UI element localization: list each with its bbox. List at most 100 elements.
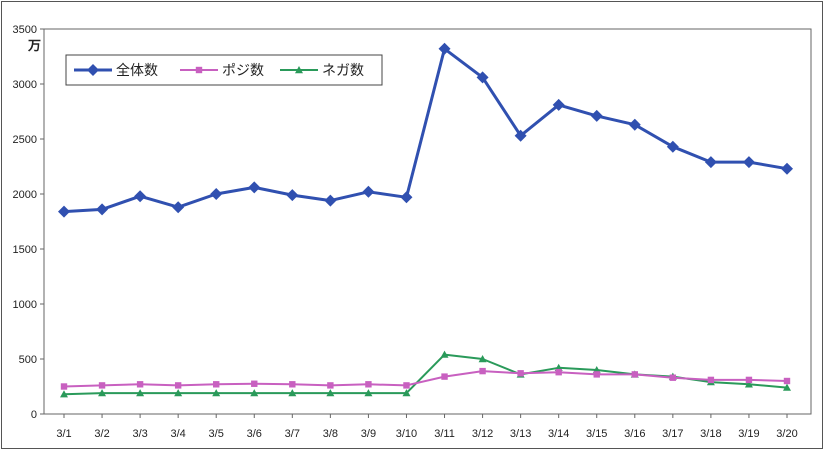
data-point xyxy=(174,389,183,397)
data-point xyxy=(362,185,375,198)
y-axis: 0 500 1000 1500 2000 2500 3000 3500 xyxy=(13,24,44,421)
x-tick-label: 3/18 xyxy=(700,428,721,440)
data-point xyxy=(286,189,299,202)
series-line xyxy=(63,47,788,214)
y-tick-label: 0 xyxy=(31,409,37,421)
series-line xyxy=(63,370,788,388)
x-tick-label: 3/12 xyxy=(472,428,493,440)
x-tick-label: 3/5 xyxy=(209,428,224,440)
data-point xyxy=(403,382,410,389)
data-point xyxy=(479,367,486,375)
y-tick-label: 2000 xyxy=(13,189,37,201)
legend-item: 全体数 xyxy=(74,62,158,79)
x-tick-label: 3/16 xyxy=(624,428,645,440)
data-point xyxy=(136,381,144,388)
legend-label: 全体数 xyxy=(116,62,158,79)
data-point xyxy=(438,42,451,55)
legend-item: ネガ数 xyxy=(280,63,364,79)
data-point xyxy=(744,380,753,388)
data-point xyxy=(365,381,372,388)
data-point xyxy=(98,382,106,389)
data-point xyxy=(783,383,791,391)
data-point xyxy=(210,188,223,200)
series-diamond xyxy=(58,42,793,218)
data-point xyxy=(514,129,527,142)
legend-swatch-marker xyxy=(195,66,203,74)
x-tick-label: 3/2 xyxy=(94,428,109,440)
data-point xyxy=(476,71,489,84)
y-tick-label: 1500 xyxy=(13,244,37,256)
data-point xyxy=(441,373,448,380)
data-point xyxy=(745,376,753,384)
x-tick-label: 3/3 xyxy=(132,428,147,440)
data-point xyxy=(517,370,524,377)
data-point xyxy=(212,389,221,397)
x-tick-label: 3/7 xyxy=(285,428,300,440)
data-point xyxy=(248,181,261,194)
y-tick-label: 1000 xyxy=(13,299,37,311)
data-point xyxy=(478,355,487,363)
legend-label: ネガ数 xyxy=(322,63,364,79)
plot-area xyxy=(43,28,812,415)
data-point xyxy=(251,380,258,387)
data-point xyxy=(590,109,603,122)
x-tick-label: 3/14 xyxy=(548,428,569,440)
data-point xyxy=(60,390,68,398)
y-tick-label: 2500 xyxy=(13,134,37,146)
data-point xyxy=(781,162,793,175)
data-point xyxy=(552,98,565,111)
data-point xyxy=(593,371,600,378)
data-point xyxy=(402,389,411,397)
data-point xyxy=(288,389,297,397)
legend-label: ポジ数 xyxy=(222,63,264,79)
y-tick-label: 3000 xyxy=(13,79,37,91)
data-point xyxy=(704,156,717,169)
data-point xyxy=(58,205,70,218)
y-tick-label: 500 xyxy=(19,354,37,366)
legend-box xyxy=(65,54,383,86)
x-tick-label: 3/4 xyxy=(171,428,186,440)
data-point xyxy=(174,382,182,389)
data-point xyxy=(666,140,679,153)
data-point xyxy=(289,381,296,388)
x-tick-label: 3/17 xyxy=(662,428,683,440)
x-tick-label: 3/20 xyxy=(776,428,797,440)
series-layer xyxy=(58,42,793,398)
legend-swatch-marker xyxy=(87,64,99,76)
data-point xyxy=(628,118,641,131)
data-point xyxy=(134,190,147,203)
x-tick-label: 3/9 xyxy=(361,428,376,440)
data-point xyxy=(631,371,638,378)
data-point xyxy=(327,382,334,389)
data-point xyxy=(96,203,109,216)
legend-swatch-marker xyxy=(295,66,303,74)
x-axis: 3/1 3/2 3/3 3/4 3/5 3/6 3/7 3/8 3/9 3/10 3/11 3/12 3… xyxy=(56,414,798,440)
x-tick-label: 3/6 xyxy=(247,428,262,440)
x-tick-label: 3/1 xyxy=(56,428,71,440)
data-point xyxy=(136,389,145,397)
data-point xyxy=(669,374,677,381)
x-tick-label: 3/10 xyxy=(396,428,417,440)
x-tick-label: 3/13 xyxy=(510,428,531,440)
data-point xyxy=(440,350,449,358)
x-tick-label: 3/19 xyxy=(738,428,759,440)
data-point xyxy=(250,389,259,397)
data-point xyxy=(555,369,562,376)
data-point xyxy=(98,389,107,397)
data-point xyxy=(364,389,373,397)
data-point xyxy=(783,377,791,385)
data-point xyxy=(326,389,335,397)
data-point xyxy=(213,381,220,388)
y-unit-label: 万 xyxy=(27,39,41,54)
data-point xyxy=(742,156,755,169)
y-tick-label: 3500 xyxy=(13,24,37,36)
legend-item: ポジ数 xyxy=(180,63,264,79)
x-tick-label: 3/11 xyxy=(434,428,455,440)
x-tick-label: 3/8 xyxy=(323,428,338,440)
data-point xyxy=(707,376,715,384)
data-point xyxy=(400,191,413,204)
legend: 全体数 ポジ数 ネガ数 xyxy=(65,54,383,86)
data-point xyxy=(324,194,337,207)
data-point xyxy=(60,383,68,390)
